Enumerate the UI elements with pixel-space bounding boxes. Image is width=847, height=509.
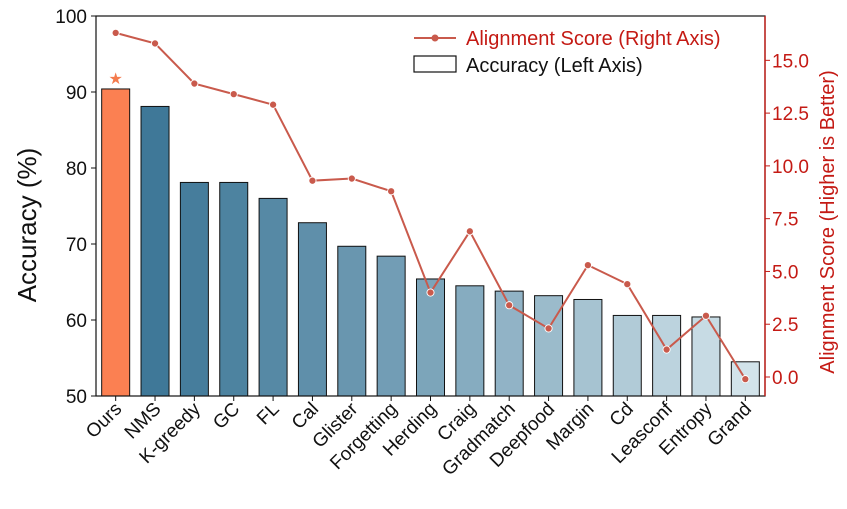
alignment-point-k-greedy [190,79,199,88]
bar-fl [258,197,288,397]
bar-glister [337,245,367,397]
bar-forgetting [376,255,406,397]
alignment-point-cal [308,176,317,185]
bar-entropy [691,316,721,397]
y-tick-label: 50 [66,387,87,408]
y-right-tick-label: 0.0 [772,368,798,389]
alignment-point-herding [426,288,435,297]
best-star-marker: ★ [109,69,123,88]
y-right-tick-label: 5.0 [772,262,798,283]
y-right-tick-label: 15.0 [772,51,809,72]
alignment-point-gradmatch [505,301,514,310]
bar-cd [612,314,642,397]
bar-deepfood [534,295,564,397]
legend-label-alignment: Alignment Score (Right Axis) [466,28,721,50]
alignment-point-gc [229,90,238,99]
alignment-point-grand [741,375,750,384]
y-tick-label: 60 [66,311,87,332]
x-tick-label-cd: Cd [606,399,638,431]
x-tick-label-gc: GC [209,399,244,434]
y-right-tick-label: 2.5 [772,315,798,336]
bar-craig [455,285,485,397]
y-right-tick-label: 12.5 [772,104,809,125]
alignment-point-leasconf [662,345,671,354]
bar-cal [297,222,327,397]
alignment-point-nms [150,39,160,48]
y-right-tick-labels: 0.0 2.5 5.0 7.5 10.0 12.5 15.0 [765,51,809,389]
y-tick-label: 70 [66,235,87,256]
bar-margin [573,298,603,397]
alignment-line-layer [111,28,750,384]
y-tick-label: 90 [66,83,87,104]
alignment-point-entropy [701,311,711,320]
legend-line-marker [431,34,439,42]
bars-layer: ★ [101,69,760,397]
y-axis-title: Accuracy (%) [12,148,42,303]
legend: Alignment Score (Right Axis) Accuracy (L… [406,22,752,86]
x-tick-label-fl: FL [253,399,284,430]
y-tick-label: 100 [55,7,87,28]
alignment-point-forgetting [387,187,396,196]
alignment-point-fl [269,100,278,109]
y-tick-label: 80 [66,159,87,180]
x-tick-label-grand: Grand [704,399,756,451]
bar-leasconf [652,314,682,397]
bar-k-greedy [179,181,209,397]
x-tick-label-ours: Ours [82,399,126,443]
y-right-tick-label: 10.0 [772,157,809,178]
alignment-point-margin [583,261,592,270]
alignment-point-ours [111,28,120,37]
legend-box [406,22,752,86]
y-tick-labels: 50 60 70 80 90 100 [55,7,96,408]
alignment-point-craig [465,227,474,236]
bar-gc [219,181,249,397]
alignment-point-deepfood [544,324,553,333]
alignment-point-cd [623,280,632,289]
bar-ours [101,88,131,397]
bar-nms [140,105,170,397]
y-right-tick-label: 7.5 [772,210,798,231]
legend-bar-swatch [413,55,457,73]
bar-herding [416,278,445,397]
alignment-point-glister [347,174,356,183]
legend-label-accuracy: Accuracy (Left Axis) [466,55,643,77]
y-right-axis-title: Alignment Score (Higher is Better) [817,70,839,373]
